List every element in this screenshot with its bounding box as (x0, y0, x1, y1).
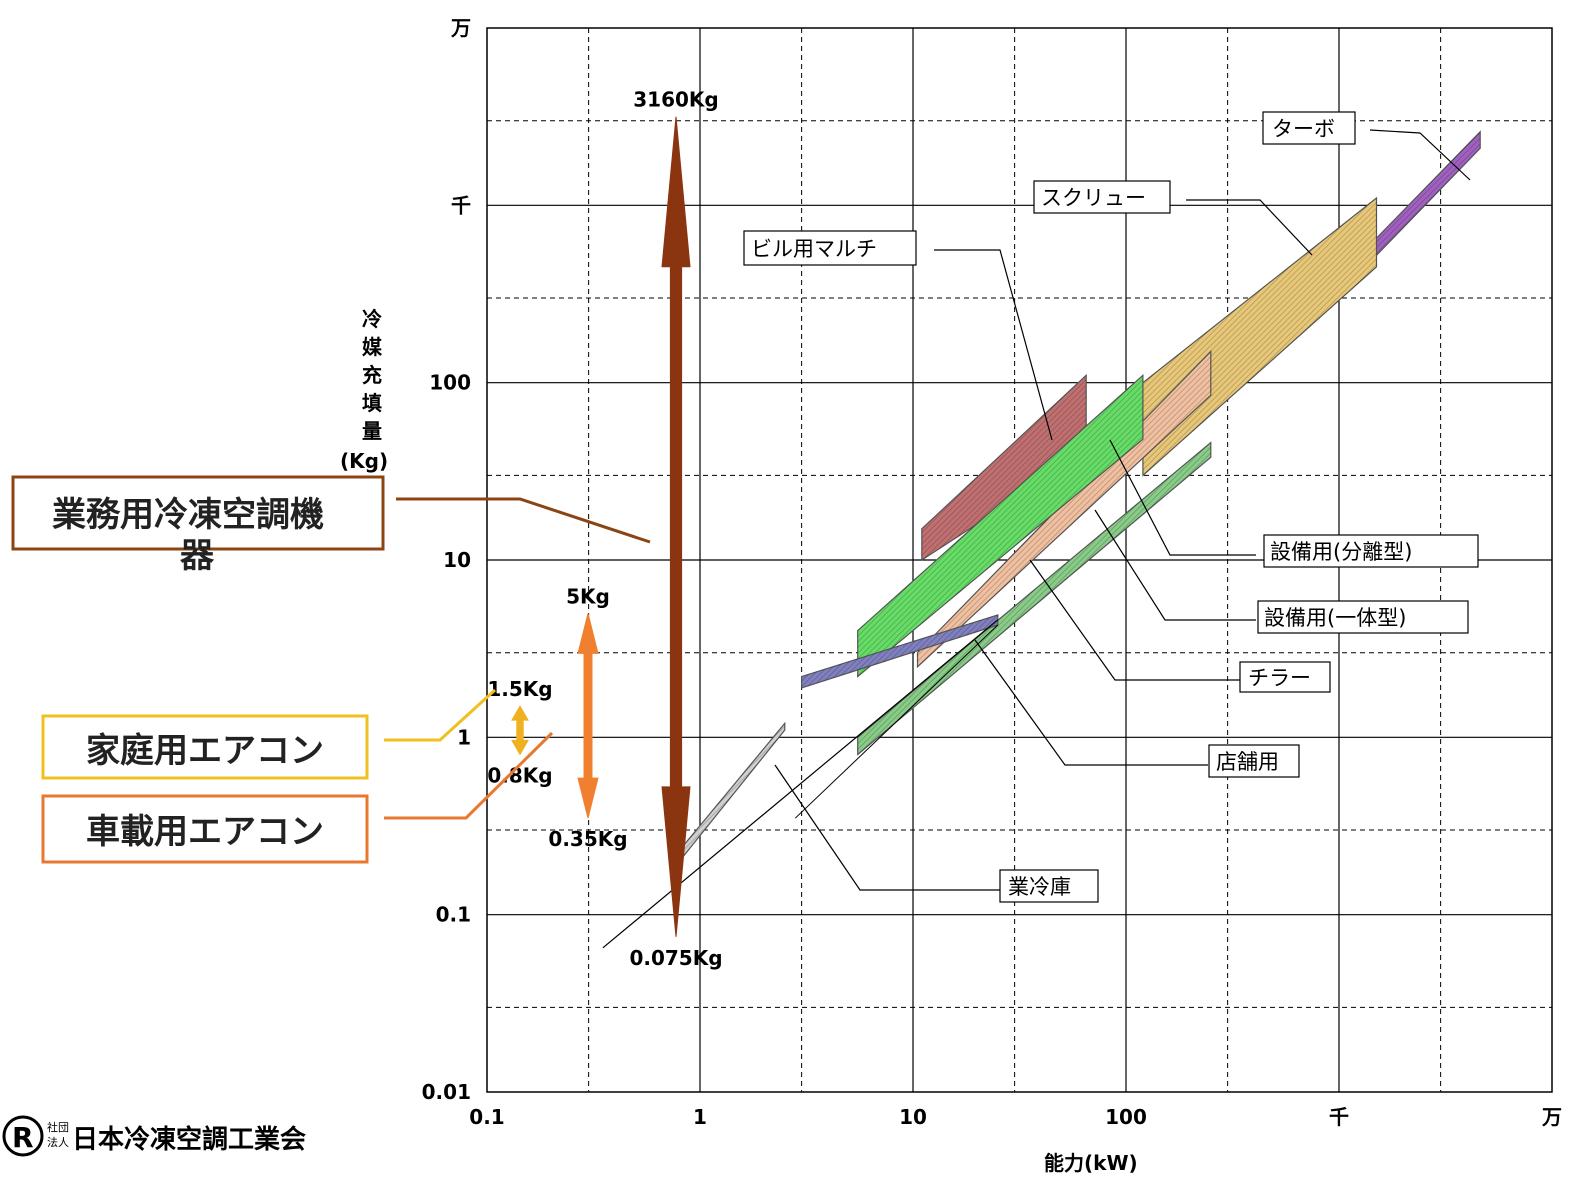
svg-text:車載用エアコン: 車載用エアコン (86, 812, 324, 852)
svg-text:店舗用: 店舗用 (1216, 750, 1279, 774)
range-arrow (511, 705, 529, 756)
area-hatch (1370, 131, 1481, 262)
y-tick-label: 100 (429, 371, 471, 395)
x-tick-label: 1 (693, 1105, 707, 1129)
svg-text:日本冷凍空調工業会: 日本冷凍空調工業会 (72, 1124, 306, 1155)
range-max-label: 1.5Kg (487, 677, 552, 701)
area-店舗用 (800, 614, 999, 689)
area-hatch (921, 375, 1087, 560)
area-設備用(一体型) (857, 373, 1144, 678)
area-hatch (801, 614, 998, 688)
svg-text:ビル用マルチ: ビル用マルチ (751, 237, 877, 261)
range-arrow (577, 613, 599, 819)
y-tick-label: 0.01 (422, 1080, 471, 1104)
box-commercial: 業務用冷凍空調機 器 (11, 475, 651, 576)
x-tick-label: 100 (1105, 1105, 1147, 1129)
leader-screw (1186, 199, 1313, 256)
svg-text:スクリュー: スクリュー (1041, 186, 1146, 210)
svg-text:R: R (12, 1121, 34, 1154)
x-tick-label: 千 (1329, 1105, 1349, 1129)
leader-split (1109, 439, 1256, 556)
range-max-label: 3160Kg (633, 88, 718, 112)
range-車載用エアコン: 5Kg 0.35Kg (548, 584, 627, 851)
svg-text:器: 器 (180, 536, 215, 576)
area-ターボ (1369, 130, 1481, 264)
svg-text:設備用(一体型): 設備用(一体型) (1264, 606, 1406, 630)
x-tick-label: 万 (1541, 1105, 1562, 1129)
leader-store (974, 639, 1208, 766)
callout-chiller: チラー (1239, 661, 1331, 693)
leader-turbo (1369, 129, 1471, 181)
leader-integral (1094, 509, 1256, 621)
leader-car (384, 731, 554, 820)
callout-turbo: ターボ (1262, 111, 1356, 145)
callout-leaders (774, 129, 1471, 891)
leader-home (384, 688, 497, 742)
callout-integral: 設備用(一体型) (1257, 600, 1469, 634)
area-hatch (857, 375, 1143, 677)
y-tick-label: 0.1 (436, 903, 471, 927)
area-チラー (857, 441, 1212, 756)
callout-store: 店舗用 (1208, 744, 1300, 778)
x-axis-label: 能力(kW) (1044, 1151, 1138, 1175)
svg-text:業冷庫: 業冷庫 (1008, 875, 1071, 899)
svg-text:法人: 法人 (47, 1135, 69, 1149)
cold-storage-trend (602, 619, 999, 949)
range-min-label: 0.8Kg (487, 764, 552, 788)
leader-chiller (1029, 559, 1240, 681)
callout-screw: スクリュー (1033, 180, 1171, 214)
y-tick-label: 1 (457, 725, 471, 749)
tick-labels: 0.1 1 10 100 千万0.010.1110100千万 (422, 16, 1562, 1129)
y-tick-label: 万 (450, 16, 471, 40)
box-car: 車載用エアコン (41, 731, 554, 864)
svg-text:チラー: チラー (1248, 666, 1311, 690)
range-業務用冷凍空調機器: 3160Kg 0.075Kg (629, 88, 722, 970)
svg-text:家庭用エアコン: 家庭用エアコン (86, 731, 324, 771)
area-hatch (857, 442, 1211, 755)
svg-text:ターボ: ターボ (1272, 117, 1335, 141)
y-axis-label: 冷媒充填量(Kg) (340, 307, 388, 473)
area-hatch (1142, 198, 1377, 476)
leader-building (934, 249, 1053, 441)
y-tick-label: 10 (443, 548, 471, 572)
range-min-label: 0.075Kg (629, 946, 722, 970)
svg-text:社団: 社団 (47, 1120, 69, 1134)
x-tick-label: 0.1 (469, 1105, 504, 1129)
range-arrows: 3160Kg 0.075Kg 5Kg 0.35Kg 1.5Kg 0.8Kg (487, 88, 722, 970)
store-trend (794, 624, 999, 819)
range-arrow (661, 116, 691, 937)
logo-mark (2, 1115, 44, 1157)
x-tick-label: 10 (899, 1105, 927, 1129)
range-max-label: 5Kg (566, 584, 610, 608)
callout-split: 設備用(分離型) (1263, 534, 1479, 568)
callout-cold: 業冷庫 (999, 869, 1099, 903)
area-スクリュー (1142, 196, 1378, 477)
leader-commercial (396, 497, 651, 544)
svg-text:業務用冷凍空調機: 業務用冷凍空調機 (52, 495, 324, 535)
series-areas (602, 130, 1481, 949)
jraia-logo: R 社団 法人 日本冷凍空調工業会 (2, 1115, 306, 1157)
svg-text:設備用(分離型): 設備用(分離型) (1270, 540, 1412, 564)
area-hatch (679, 723, 785, 862)
y-tick-label: 千 (451, 193, 471, 217)
box-home: 家庭用エアコン (41, 688, 497, 780)
callout-building: ビル用マルチ (743, 230, 917, 266)
range-家庭用エアコン: 1.5Kg 0.8Kg (487, 677, 552, 787)
range-min-label: 0.35Kg (548, 827, 627, 851)
leader-cold (774, 764, 1000, 891)
